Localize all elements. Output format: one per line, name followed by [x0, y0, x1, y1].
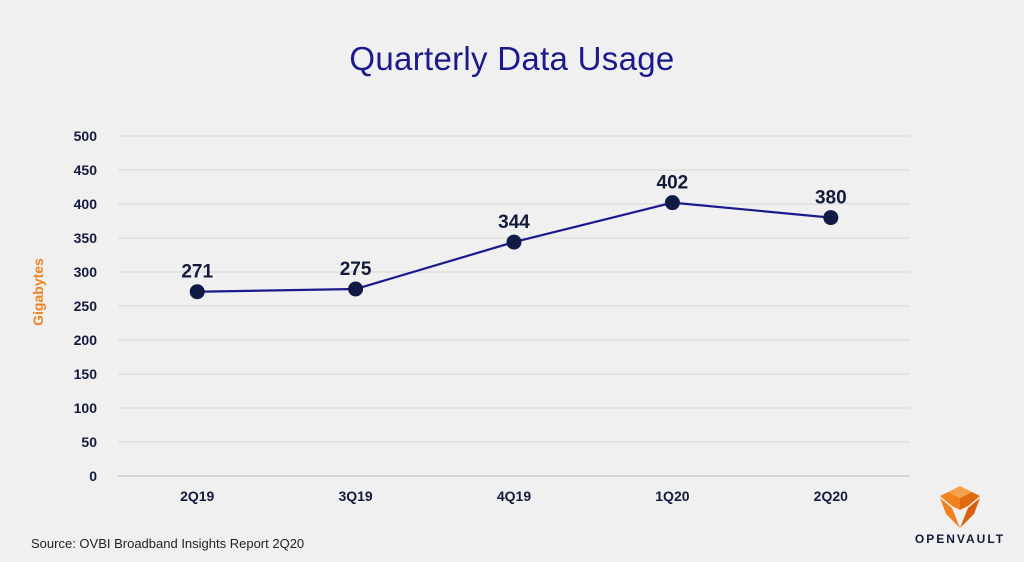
- openvault-logo-icon: [940, 486, 980, 528]
- y-tick-label: 0: [89, 468, 97, 484]
- y-tick-label: 400: [74, 196, 98, 212]
- data-point: [506, 234, 522, 250]
- data-point: [189, 284, 205, 300]
- data-label: 380: [815, 188, 847, 209]
- data-point: [664, 195, 680, 211]
- y-tick-label: 300: [74, 264, 98, 280]
- logo-text: OPENVAULT: [914, 532, 1006, 546]
- y-tick-label: 350: [74, 230, 98, 246]
- data-label: 275: [340, 259, 372, 280]
- data-labels: 271 275 344 402 380: [181, 173, 846, 283]
- data-point: [823, 210, 839, 226]
- y-tick-labels: 0 50 100 150 200 250 300 350 400 450 500: [74, 128, 98, 484]
- x-tick-label: 1Q20: [655, 488, 689, 504]
- y-tick-label: 500: [74, 128, 98, 144]
- data-label: 344: [498, 212, 530, 233]
- series-usage: [189, 195, 839, 300]
- y-tick-label: 50: [81, 434, 97, 450]
- openvault-logo: OPENVAULT: [912, 484, 1008, 554]
- data-label: 271: [181, 262, 213, 283]
- source-note: Source: OVBI Broadband Insights Report 2…: [31, 536, 305, 551]
- x-tick-label: 4Q19: [497, 488, 531, 504]
- y-tick-label: 100: [74, 400, 98, 416]
- y-tick-label: 150: [74, 366, 98, 382]
- x-tick-label: 2Q20: [814, 488, 848, 504]
- gridlines: [118, 135, 910, 477]
- chart-title: Quarterly Data Usage: [349, 40, 675, 77]
- x-tick-label: 2Q19: [180, 488, 214, 504]
- x-tick-label: 3Q19: [338, 488, 372, 504]
- x-tick-labels: 2Q19 3Q19 4Q19 1Q20 2Q20: [180, 488, 848, 504]
- y-tick-label: 250: [74, 298, 98, 314]
- y-tick-label: 200: [74, 332, 98, 348]
- data-label: 402: [657, 173, 689, 194]
- data-point: [348, 281, 364, 297]
- y-tick-label: 450: [74, 162, 98, 178]
